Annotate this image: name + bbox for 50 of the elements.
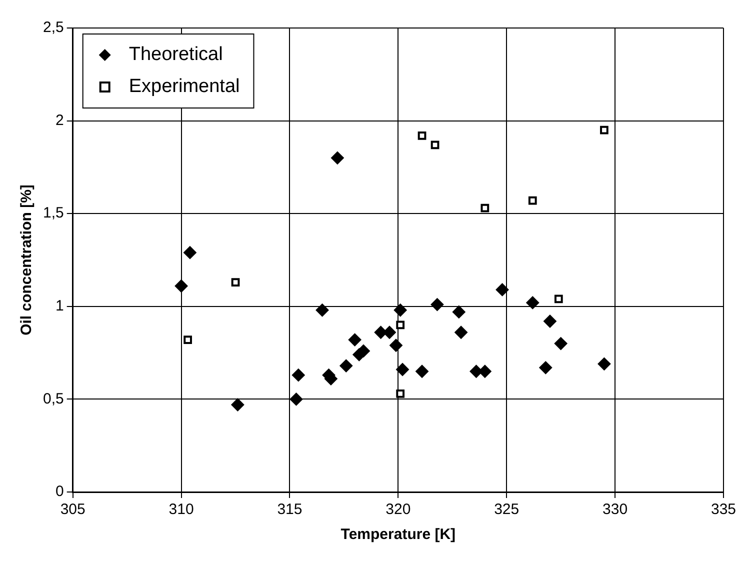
point xyxy=(554,337,568,350)
point xyxy=(528,196,537,205)
point xyxy=(600,126,608,134)
point xyxy=(598,357,611,370)
y-tick-label: 1 xyxy=(56,298,64,315)
point xyxy=(543,314,556,328)
point xyxy=(418,131,426,140)
x-tick-label: 315 xyxy=(277,501,302,518)
y-axis-title: Oil concentration [%] xyxy=(18,184,36,336)
y-tick-label: 1,5 xyxy=(42,204,64,222)
y-tick-label: 0,5 xyxy=(42,390,64,408)
point xyxy=(452,305,466,318)
legend-label: Theoretical xyxy=(128,44,223,66)
point xyxy=(316,304,329,317)
point xyxy=(430,140,440,150)
x-tick-label: 330 xyxy=(602,501,628,518)
x-tick-label: 305 xyxy=(60,501,86,518)
point xyxy=(184,336,192,344)
point xyxy=(526,296,540,310)
x-tick-label: 325 xyxy=(494,501,520,518)
point xyxy=(396,363,410,376)
point xyxy=(340,359,353,372)
point xyxy=(348,333,362,346)
legend-label: Experimental xyxy=(128,76,240,98)
point xyxy=(396,320,405,330)
point xyxy=(496,283,509,296)
y-tick-label: 2 xyxy=(56,112,64,129)
x-tick-label: 320 xyxy=(386,501,411,518)
point xyxy=(539,361,552,374)
point xyxy=(554,294,563,304)
point xyxy=(480,204,490,212)
x-axis-title: Temperature [K] xyxy=(340,526,456,544)
point xyxy=(292,368,305,382)
x-tick-label: 310 xyxy=(168,501,194,518)
point xyxy=(290,392,303,406)
point xyxy=(231,278,240,286)
point xyxy=(174,279,188,292)
point xyxy=(390,338,402,352)
point xyxy=(416,364,429,378)
y-tick-label: 2,5 xyxy=(42,19,64,36)
point xyxy=(454,326,468,339)
point xyxy=(183,246,196,260)
x-tick-label: 335 xyxy=(710,501,736,518)
point xyxy=(394,304,407,317)
point xyxy=(430,298,444,312)
y-tick-label: 0 xyxy=(56,483,64,500)
point xyxy=(330,151,344,164)
point xyxy=(396,389,405,398)
point xyxy=(231,398,244,412)
point xyxy=(470,364,483,378)
